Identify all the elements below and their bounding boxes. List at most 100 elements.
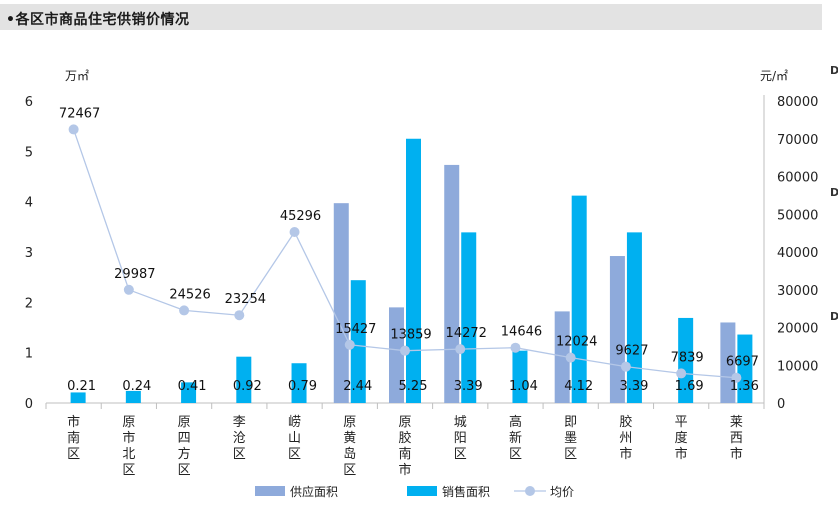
category-label-char: 胶 (398, 430, 411, 446)
category-label-char: 岛 (343, 446, 356, 462)
category-label-char: 市 (122, 430, 135, 446)
sales-bar (236, 356, 252, 403)
sales-bar (626, 232, 642, 403)
y-left-tick-label: 4 (25, 196, 33, 211)
y-right-tick-label: 70000 (777, 133, 818, 148)
category-label-char: 原 (343, 415, 356, 430)
sales-data-label: 0.24 (122, 379, 151, 394)
section-title: •各区市商品住宅供销价情况 (6, 12, 190, 28)
category-label-char: 莱 (730, 415, 743, 430)
category-label-char: 原 (122, 415, 135, 430)
category-label-char: 区 (178, 463, 191, 478)
category-label-char: 区 (564, 447, 577, 462)
avg-price-point (234, 310, 245, 321)
legend-swatch-supply (255, 486, 285, 496)
avg-price-point (68, 124, 79, 135)
edge-mark: D (830, 310, 838, 322)
category-label-char: 区 (343, 463, 356, 478)
y-right-tick-label: 0 (777, 397, 785, 412)
sales-bar (571, 195, 587, 403)
legend-label-price: 均价 (550, 485, 574, 499)
category-label-char: 阳 (454, 431, 467, 446)
category-label-char: 区 (233, 447, 246, 462)
price-data-label: 14272 (446, 326, 487, 341)
avg-price-point (179, 305, 190, 316)
y-left-unit: 万㎡ (65, 69, 89, 83)
sales-data-label: 0.41 (178, 379, 207, 394)
avg-price-point (455, 344, 466, 355)
category-label-char: 墨 (564, 431, 577, 446)
sales-bar (291, 363, 307, 403)
sales-bar (406, 138, 421, 403)
category-label-char: 度 (675, 430, 688, 446)
sales-data-label: 3.39 (619, 379, 648, 394)
category-label-char: 市 (67, 414, 80, 430)
category-label-char: 州 (619, 431, 632, 446)
sales-data-label: 0.92 (233, 379, 262, 394)
supply-bar (333, 203, 349, 403)
price-data-label: 14646 (501, 325, 542, 340)
avg-price-point (123, 284, 134, 295)
category-label-char: 即 (564, 415, 577, 430)
category-label-char: 沧 (233, 430, 246, 446)
sales-data-label: 4.12 (564, 379, 593, 394)
avg-price-point (289, 227, 300, 238)
category-label-char: 崂 (288, 415, 301, 430)
sales-bar (70, 392, 86, 403)
category-label-char: 区 (288, 447, 301, 462)
sales-data-label: 1.04 (509, 379, 538, 394)
avg-price-point (510, 342, 521, 353)
category-label-char: 方 (178, 446, 191, 462)
sales-bar (512, 350, 528, 403)
category-label-char: 南 (67, 430, 80, 446)
sales-data-label: 1.69 (675, 379, 704, 394)
y-right-tick-label: 30000 (777, 284, 818, 299)
sales-data-label: 2.44 (343, 379, 372, 394)
price-data-label: 15427 (335, 322, 376, 337)
sales-bar (461, 232, 477, 403)
category-label-char: 区 (67, 447, 80, 462)
sales-bar (678, 317, 694, 403)
y-right-tick-label: 50000 (777, 208, 818, 223)
category-label-char: 南 (398, 446, 411, 462)
category-label-char: 市 (730, 446, 743, 462)
category-label-char: 山 (288, 431, 301, 446)
y-left-tick-label: 6 (25, 95, 33, 110)
legend-label-supply: 供应面积 (290, 484, 338, 499)
category-label-char: 原 (178, 415, 191, 430)
avg-price-point (731, 372, 742, 383)
avg-price-point (400, 345, 410, 356)
y-right-tick-label: 40000 (777, 246, 818, 261)
category-label-char: 黄 (343, 431, 356, 446)
category-label-char: 平 (675, 415, 688, 430)
supply-bar (389, 307, 404, 403)
legend-swatch-sales (407, 486, 437, 496)
y-right-tick-label: 10000 (777, 359, 818, 374)
supply-bar (554, 311, 570, 403)
supply-bar (444, 164, 460, 403)
edge-mark: D (830, 186, 838, 198)
supply-bar (720, 322, 736, 403)
y-left-tick-label: 3 (25, 246, 33, 261)
category-label-char: 四 (178, 431, 191, 446)
category-label-char: 市 (675, 446, 688, 462)
category-label-char: 西 (730, 431, 743, 446)
price-data-label: 24526 (169, 287, 210, 302)
price-data-label: 23254 (225, 292, 266, 307)
sales-data-label: 1.36 (730, 379, 759, 394)
category-label-char: 胶 (619, 414, 632, 430)
y-left-tick-label: 0 (25, 397, 33, 412)
price-data-label: 7839 (671, 350, 704, 365)
y-right-tick-label: 60000 (777, 171, 818, 186)
sales-bar (737, 334, 753, 403)
avg-price-point (676, 368, 687, 379)
y-right-tick-label: 20000 (777, 322, 818, 337)
avg-price-point (344, 339, 355, 350)
sales-bar (125, 390, 141, 403)
price-data-label: 45296 (280, 209, 321, 224)
sales-bar (350, 280, 366, 403)
y-left-tick-label: 5 (25, 145, 33, 160)
price-data-label: 29987 (114, 267, 155, 282)
category-label-char: 市 (619, 446, 632, 462)
category-label-char: 李 (233, 415, 246, 430)
